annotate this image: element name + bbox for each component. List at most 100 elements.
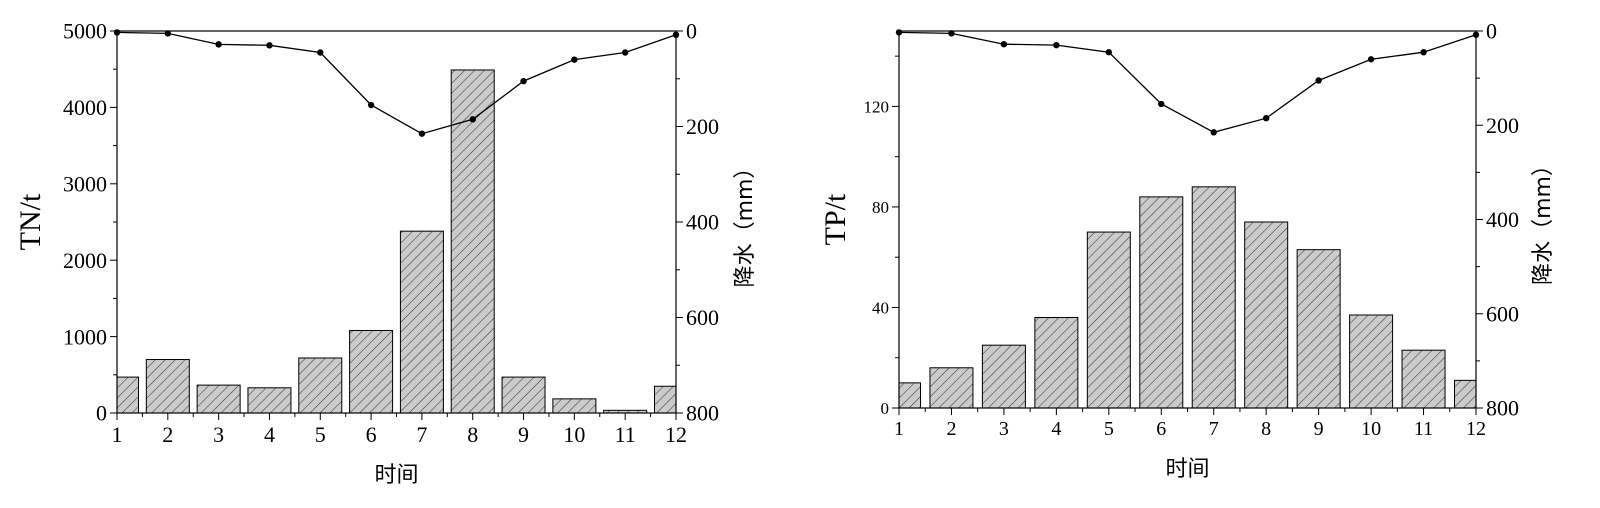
tn-bars — [117, 69, 676, 413]
tn-x-axis: 1 2 3 4 5 6 7 8 9 10 11 12 — [112, 413, 687, 447]
bar-month-12 — [1454, 379, 1476, 408]
precip-point-month-10 — [571, 56, 578, 63]
x-tick-label: 5 — [1104, 418, 1114, 440]
y2-tick-label: 800 — [686, 401, 719, 426]
x-tick-label: 4 — [264, 422, 275, 447]
x-tick-label: 6 — [366, 422, 377, 447]
tn-y-axis-right: 0 200 400 600 800 — [676, 19, 719, 426]
x-tick-label: 3 — [999, 418, 1009, 440]
precip-point-month-2 — [164, 30, 172, 37]
x-tick-label: 4 — [1051, 418, 1061, 440]
y2-tick-label: 0 — [686, 19, 697, 44]
x-tick-label: 12 — [665, 422, 687, 447]
y-tick-label: 120 — [864, 97, 890, 116]
tp-x-axis-label: 时间 — [1165, 457, 1209, 482]
x-tick-label: 1 — [894, 418, 904, 440]
bar-month-1 — [117, 376, 139, 413]
bar-month-8 — [450, 69, 495, 413]
y2-tick-label: 400 — [1486, 207, 1519, 232]
precip-point-month-11 — [1420, 49, 1427, 56]
y-tick-label: 1000 — [63, 324, 107, 349]
precip-point-month-5 — [317, 49, 324, 56]
bar-month-6 — [1139, 196, 1184, 408]
x-tick-label: 7 — [1209, 418, 1219, 440]
precip-point-month-6 — [367, 101, 375, 109]
precip-point-month-2 — [948, 30, 955, 37]
tn-plot-frame — [116, 30, 677, 414]
bar-month-7 — [1191, 186, 1236, 408]
y-tick-label: 2000 — [63, 248, 107, 273]
precip-point-month-11 — [621, 49, 629, 56]
tp-precipitation-points — [895, 29, 1480, 136]
x-tick-label: 9 — [1314, 418, 1324, 440]
tp-bars — [899, 186, 1476, 408]
x-tick-label: 11 — [615, 422, 636, 447]
x-tick-label: 12 — [1466, 418, 1486, 440]
bar-month-7 — [399, 230, 444, 413]
x-tick-label: 3 — [213, 422, 224, 447]
tn-precipitation-line — [116, 31, 677, 135]
bar-month-10 — [1349, 314, 1394, 408]
precip-point-month-7 — [418, 130, 426, 137]
precip-point-month-3 — [215, 41, 222, 48]
bar-month-9 — [1296, 249, 1341, 408]
precip-point-month-10 — [1367, 56, 1375, 63]
precip-point-month-8 — [469, 116, 476, 123]
bar-month-11 — [1401, 349, 1446, 408]
y2-tick-label: 200 — [1486, 113, 1519, 138]
y-tick-label: 5000 — [63, 19, 107, 44]
x-tick-label: 8 — [467, 422, 478, 447]
x-tick-label: 11 — [1414, 418, 1433, 440]
bar-month-12 — [654, 385, 676, 413]
tp-x-axis: 1 2 3 4 5 6 7 8 9 10 11 12 — [894, 408, 1486, 440]
precip-point-month-3 — [1000, 40, 1008, 48]
tn-y-axis-left: 0 1000 2000 3000 4000 5000 — [63, 19, 117, 426]
bar-month-9 — [501, 376, 546, 413]
tp-y-axis-label: TP/t — [819, 193, 852, 245]
x-tick-label: 7 — [416, 422, 427, 447]
bar-month-2 — [929, 367, 974, 408]
y-tick-label: 4000 — [63, 95, 107, 120]
y-tick-label: 0 — [881, 399, 890, 418]
y2-tick-label: 600 — [1486, 301, 1519, 326]
x-tick-label: 1 — [112, 422, 123, 447]
y2-tick-label: 200 — [686, 114, 719, 139]
bar-month-2 — [145, 359, 190, 413]
precip-point-month-4 — [266, 42, 273, 49]
y2-tick-label: 800 — [1486, 396, 1519, 421]
precip-point-month-4 — [1053, 41, 1060, 49]
x-tick-label: 2 — [946, 418, 956, 440]
y-tick-label: 0 — [96, 401, 107, 426]
y-tick-label: 40 — [872, 298, 889, 317]
tp-y-axis-right: 0 200 400 600 800 — [1476, 19, 1519, 421]
x-tick-label: 10 — [563, 422, 585, 447]
y2-tick-label: 600 — [686, 305, 719, 330]
x-tick-label: 6 — [1156, 418, 1166, 440]
tn-x-axis-label: 时间 — [374, 463, 418, 488]
tp-precipitation-line — [898, 31, 1477, 133]
bar-month-4 — [1034, 317, 1079, 408]
bar-month-1 — [899, 382, 921, 408]
bar-month-4 — [247, 387, 292, 413]
x-tick-label: 9 — [518, 422, 529, 447]
bar-month-10 — [552, 398, 597, 413]
tn-precipitation-points — [113, 29, 680, 137]
x-tick-label: 2 — [162, 422, 173, 447]
y2-tick-label: 0 — [1486, 19, 1497, 44]
x-tick-label: 10 — [1361, 418, 1381, 440]
bar-month-5 — [298, 357, 343, 413]
bar-month-8 — [1244, 221, 1289, 408]
bar-month-3 — [981, 344, 1026, 408]
precip-point-month-6 — [1158, 100, 1165, 108]
precip-point-month-8 — [1262, 114, 1270, 122]
y-tick-label: 80 — [872, 198, 889, 217]
precip-point-month-9 — [1315, 77, 1322, 84]
tn-y2-axis-label: 降水（mm） — [733, 157, 758, 288]
y-tick-label: 3000 — [63, 172, 107, 197]
y2-tick-label: 400 — [686, 210, 719, 235]
bar-month-3 — [196, 384, 241, 413]
precip-point-month-5 — [1105, 49, 1113, 56]
